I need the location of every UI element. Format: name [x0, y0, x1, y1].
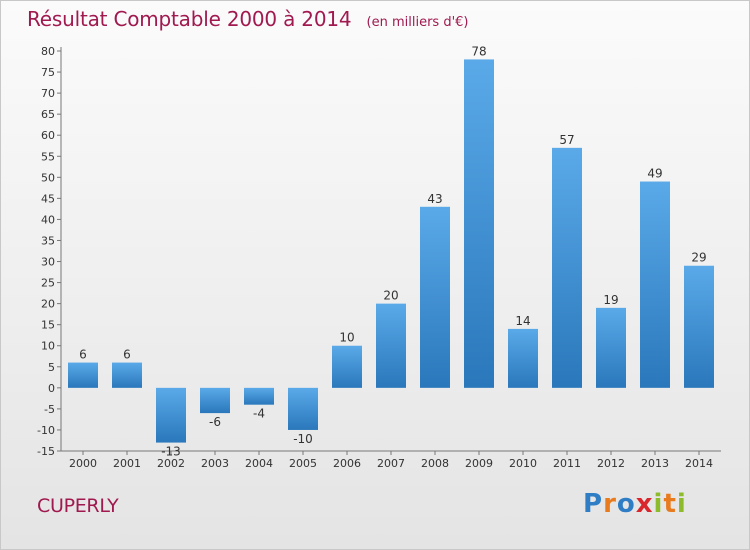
data-label: 78 [471, 44, 486, 58]
logo-letter: t [663, 489, 677, 519]
y-tick-label: 55 [41, 150, 55, 163]
y-tick-label: 35 [41, 234, 55, 247]
logo-letter: i [653, 489, 664, 519]
bar [244, 387, 274, 405]
x-tick-label: 2006 [333, 457, 361, 470]
data-label: 43 [427, 192, 442, 206]
y-tick-label: -5 [44, 403, 55, 416]
chart-title-row: Résultat Comptable 2000 à 2014 (en milli… [27, 7, 468, 31]
bar [552, 147, 582, 388]
x-tick-label: 2003 [201, 457, 229, 470]
y-tick-label: 40 [41, 213, 55, 226]
logo-letter: r [603, 489, 617, 519]
y-tick-label: 70 [41, 87, 55, 100]
bar [332, 345, 362, 388]
data-labels: 6 6 -13 -6 -4 -10 10 20 43 78 14 57 19 49 29 [79, 44, 706, 458]
y-tick-label: 50 [41, 171, 55, 184]
data-label: -4 [253, 407, 265, 421]
data-label: 6 [79, 348, 87, 362]
data-label: 10 [339, 331, 354, 345]
x-tick-label: 2014 [685, 457, 713, 470]
y-tick-label: 20 [41, 298, 55, 311]
x-tick-label: 2008 [421, 457, 449, 470]
chart-subtitle: (en milliers d'€) [366, 15, 469, 30]
y-tick-label: -15 [37, 445, 55, 458]
bar-series [68, 59, 714, 443]
y-tick-label: 30 [41, 256, 55, 269]
y-tick-label: 60 [41, 129, 55, 142]
x-tick-label: 2000 [69, 457, 97, 470]
data-label: 49 [647, 167, 662, 181]
x-tick-label: 2002 [157, 457, 185, 470]
data-label: 20 [383, 289, 398, 303]
bar [156, 387, 186, 443]
x-tick-label: 2007 [377, 457, 405, 470]
bar [464, 59, 494, 388]
bar [112, 362, 142, 388]
x-axis: 2000 2001 2002 2003 2004 2005 2006 2007 2008 2009… [61, 450, 721, 470]
x-tick-label: 2004 [245, 457, 273, 470]
y-tick-label: 25 [41, 277, 55, 290]
y-tick-label: -10 [37, 424, 55, 437]
x-tick-label: 2013 [641, 457, 669, 470]
data-label: -13 [161, 445, 181, 459]
bar [288, 387, 318, 430]
data-label: -6 [209, 415, 221, 429]
bar [420, 206, 450, 388]
logo-letter: o [616, 489, 636, 519]
y-tick-label: 75 [41, 66, 55, 79]
logo-letter: P [583, 489, 604, 519]
bar [376, 303, 406, 388]
logo-letter: x [635, 489, 654, 519]
data-label: 57 [559, 133, 574, 147]
y-tick-label: 10 [41, 340, 55, 353]
y-tick-label: 65 [41, 108, 55, 121]
bar [508, 328, 538, 388]
y-tick-label: 0 [48, 382, 55, 395]
data-label: 29 [691, 251, 706, 265]
x-tick-label: 2010 [509, 457, 537, 470]
bar [200, 387, 230, 414]
y-tick-label: 15 [41, 319, 55, 332]
data-label: 19 [603, 293, 618, 307]
y-tick-label: 80 [41, 45, 55, 58]
y-tick-label: 5 [48, 361, 55, 374]
data-label: 14 [515, 314, 530, 328]
bar [596, 307, 626, 388]
x-tick-label: 2012 [597, 457, 625, 470]
data-label: -10 [293, 432, 313, 446]
proxiti-logo: Proxiti [583, 489, 687, 519]
bar [640, 181, 670, 388]
bar [68, 362, 98, 388]
bar [684, 265, 714, 388]
chart-title: Résultat Comptable 2000 à 2014 [27, 7, 352, 31]
x-tick-label: 2009 [465, 457, 493, 470]
x-tick-label: 2011 [553, 457, 581, 470]
x-tick-label: 2005 [289, 457, 317, 470]
commune-name: CUPERLY [37, 495, 119, 517]
y-tick-label: 45 [41, 192, 55, 205]
data-label: 6 [123, 348, 131, 362]
x-tick-label: 2001 [113, 457, 141, 470]
logo-letter: i [676, 489, 687, 519]
